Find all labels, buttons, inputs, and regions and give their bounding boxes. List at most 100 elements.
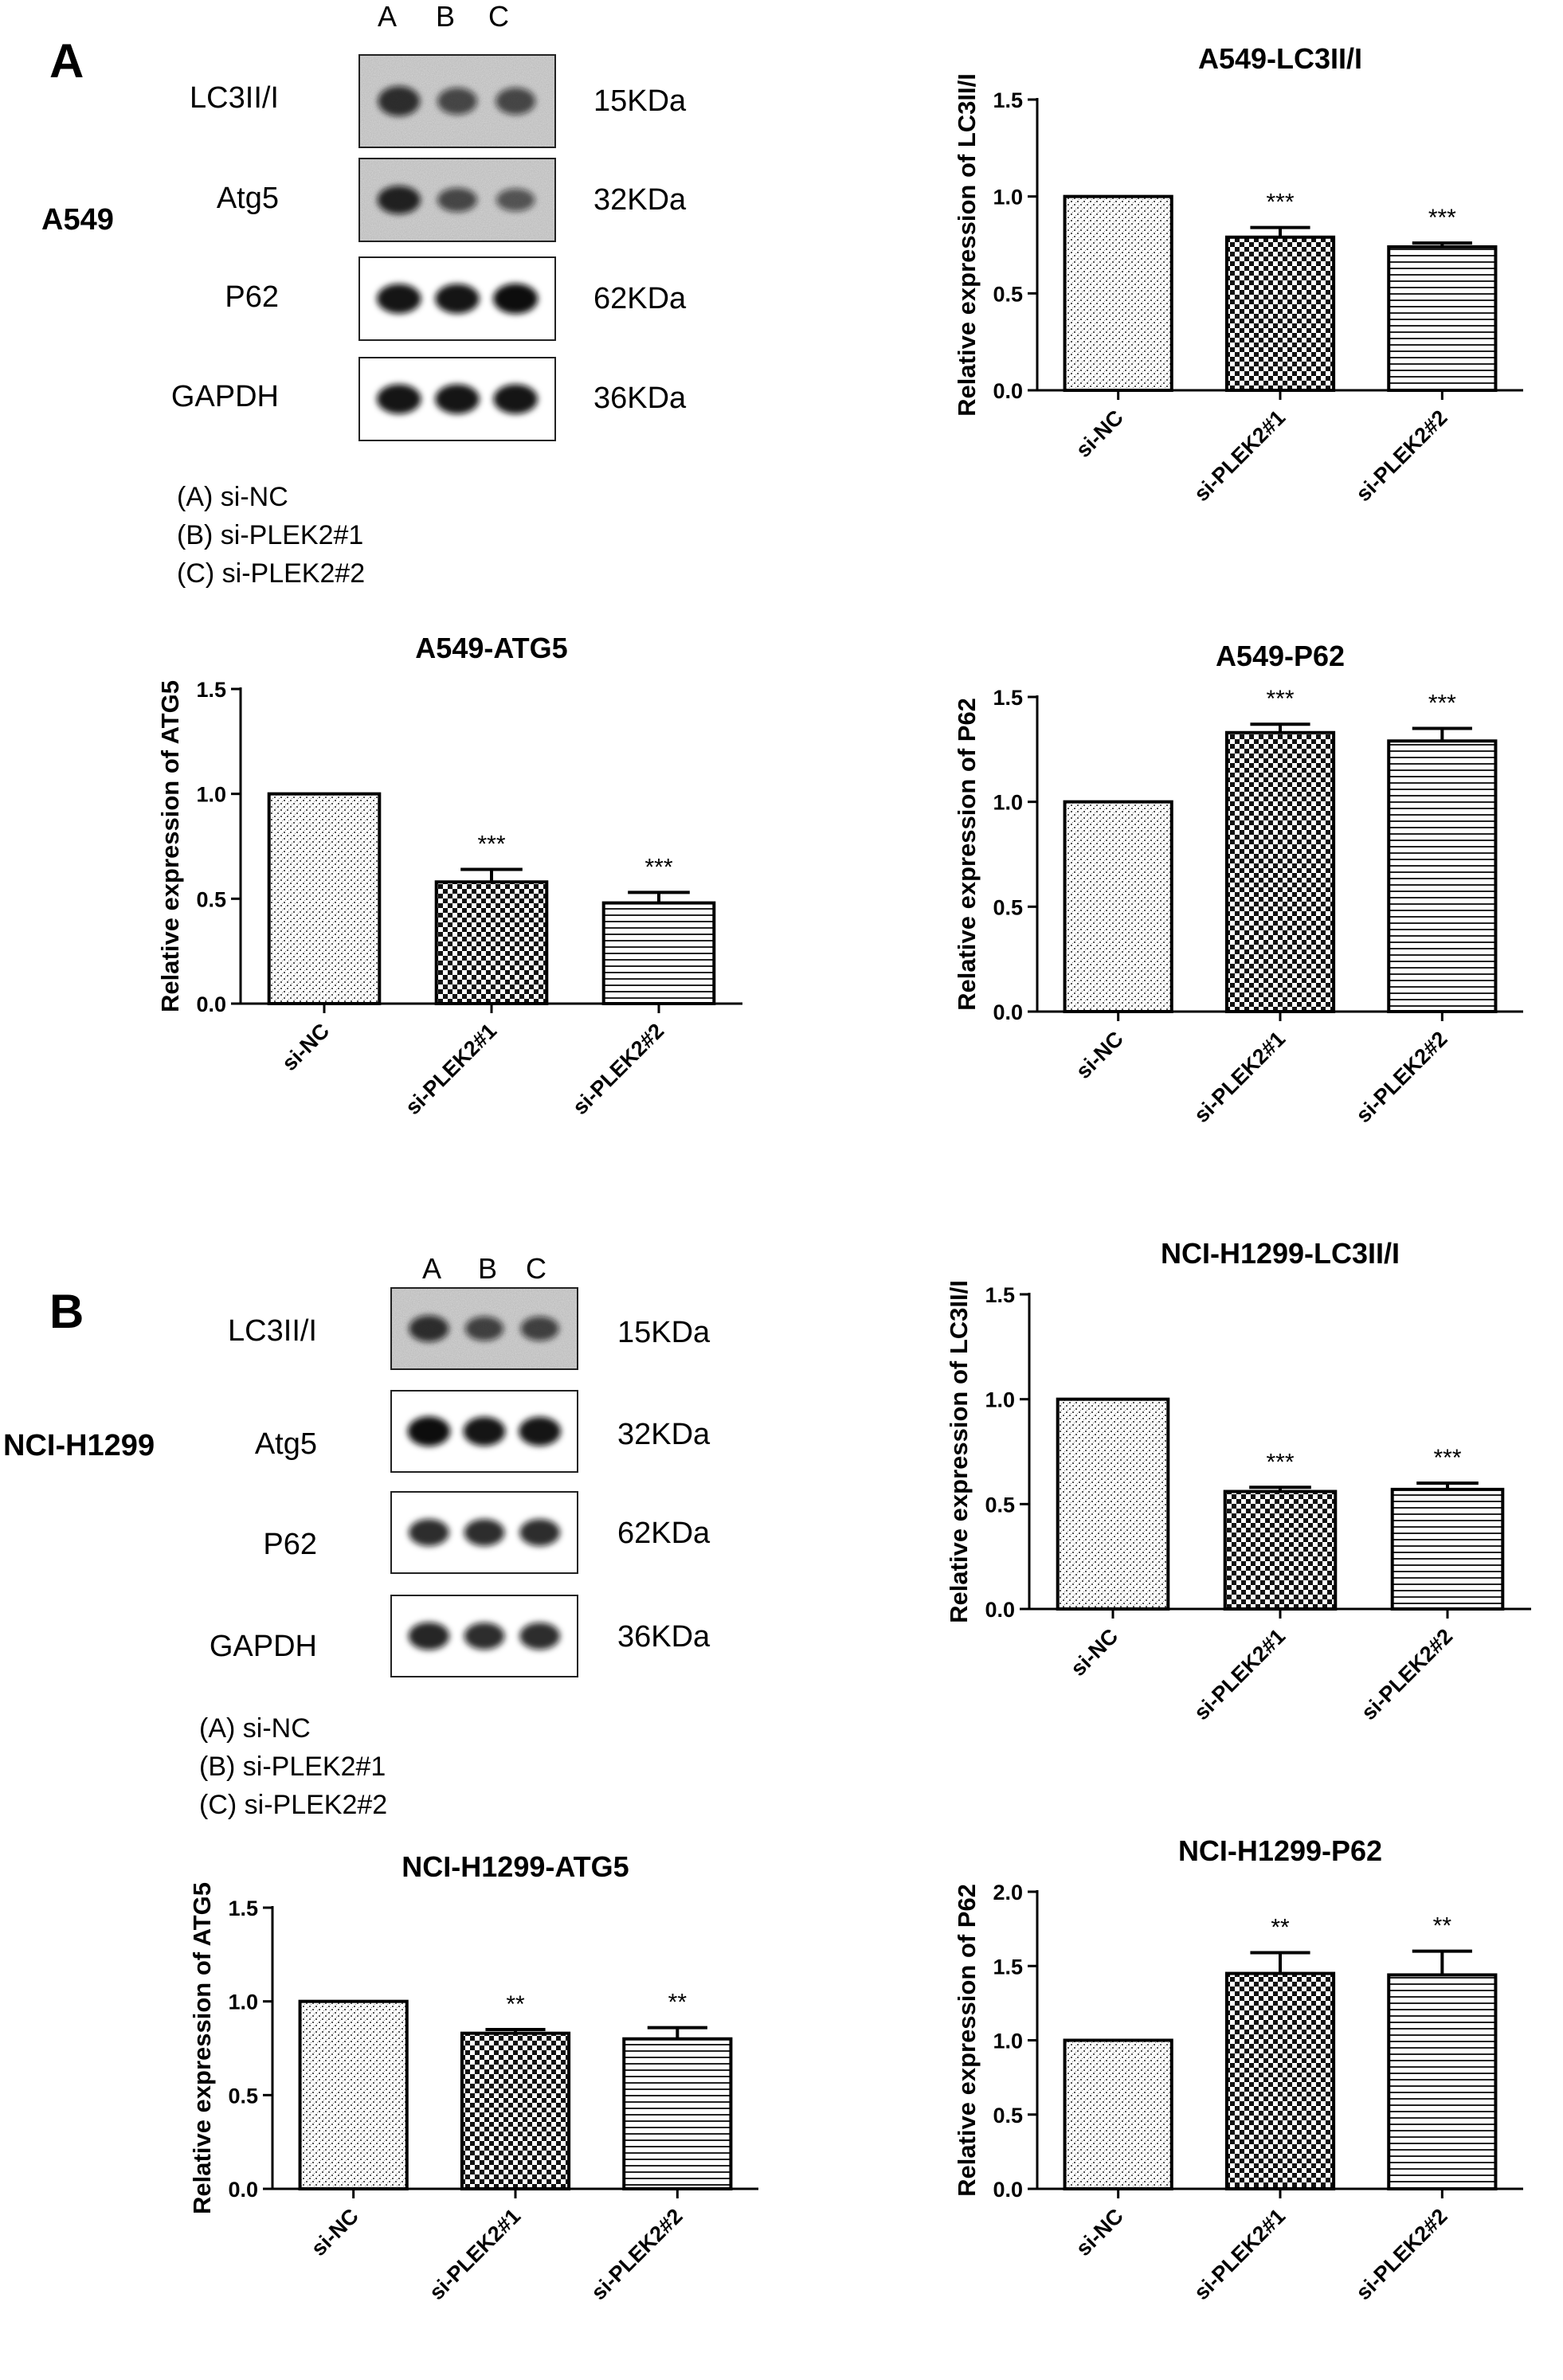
legend-item: (B) si-PLEK2#1	[177, 520, 364, 550]
y-tick-label: 1.0	[196, 783, 226, 807]
chart-title: A549-P62	[1216, 640, 1345, 672]
blot-atg5-a549	[358, 158, 556, 242]
blot-band	[519, 1623, 560, 1650]
lane-label-a: A	[378, 0, 398, 33]
lane-label-c: C	[526, 1252, 546, 1285]
y-tick-label: 0.5	[993, 2104, 1023, 2128]
y-tick-label: 0.5	[985, 1493, 1015, 1517]
y-axis-label: Relative expression of P62	[953, 698, 981, 1011]
x-tick-label: si-PLEK2#2	[1357, 1624, 1457, 1724]
significance-mark: **	[1433, 1913, 1452, 1940]
panel-letter-a: A	[49, 34, 84, 88]
kda-label-atg5: 32KDa	[617, 1418, 711, 1451]
chart-title: NCI-H1299-P62	[1178, 1834, 1382, 1867]
protein-label-p62: P62	[263, 1528, 317, 1561]
y-tick-label: 0.0	[985, 1598, 1015, 1622]
x-tick-label: si-NC	[277, 1019, 334, 1075]
chart-title: A549-ATG5	[415, 632, 567, 664]
x-tick-label: si-PLEK2#2	[568, 1019, 668, 1119]
x-tick-label: si-NC	[1071, 1027, 1128, 1083]
kda-label-gapdh: 36KDa	[617, 1620, 711, 1654]
significance-mark: **	[506, 1991, 525, 2018]
blot-gapdh-a549	[358, 357, 556, 441]
bar-2	[434, 880, 549, 1005]
kda-label-atg5: 32KDa	[593, 183, 687, 217]
blot-band	[377, 186, 421, 214]
y-tick-label: 1.5	[196, 678, 226, 702]
blot-band	[493, 384, 538, 414]
x-tick-label: si-PLEK2#1	[1189, 1027, 1290, 1127]
y-tick-label: 1.0	[228, 1991, 258, 2014]
y-axis-label: Relative expression of LC3II/I	[953, 73, 981, 417]
blot-band	[378, 86, 421, 116]
protein-label-atg5: Atg5	[254, 1427, 317, 1461]
bar-3	[1387, 245, 1498, 392]
x-tick-label: si-NC	[1071, 405, 1128, 462]
lane-legend-a: (A) si-NC (B) si-PLEK2#1 (C) si-PLEK2#2	[177, 478, 365, 593]
significance-mark: ***	[1428, 691, 1456, 717]
blot-band	[435, 384, 480, 414]
bar-1	[267, 792, 382, 1006]
y-tick-label: 1.0	[993, 2030, 1023, 2053]
blot-band	[464, 1519, 505, 1546]
x-tick-label: si-PLEK2#2	[586, 2204, 687, 2304]
blot-band	[435, 284, 480, 314]
blot-band	[464, 1316, 504, 1341]
y-tick-label: 0.5	[993, 895, 1023, 919]
bar-2	[1224, 235, 1336, 392]
y-tick-label: 1.5	[985, 1283, 1015, 1307]
bar-2	[1223, 1489, 1338, 1611]
x-tick-label: si-PLEK2#2	[1351, 405, 1451, 506]
chart-a549-lc3: A549-LC3II/I Relative expression of LC3II…	[953, 42, 1523, 506]
chart-title: NCI-H1299-ATG5	[402, 1850, 629, 1883]
y-tick-label: 1.5	[993, 88, 1023, 112]
bar-1	[1063, 194, 1173, 392]
significance-mark: ***	[1266, 190, 1294, 216]
y-tick-label: 1.5	[993, 1955, 1023, 1979]
blot-band	[519, 1416, 561, 1446]
lane-label-b: B	[478, 1252, 498, 1285]
y-tick-label: 0.0	[993, 379, 1023, 403]
bar-3	[622, 2037, 733, 2190]
y-tick-label: 1.0	[985, 1388, 1015, 1412]
x-tick-label: si-PLEK2#1	[401, 1019, 501, 1119]
y-tick-label: 0.0	[196, 992, 226, 1016]
x-tick-label: si-PLEK2#1	[1189, 405, 1290, 506]
blot-band	[437, 88, 477, 115]
lane-label-c: C	[488, 0, 509, 33]
kda-label-lc3: 15KDa	[593, 84, 687, 118]
y-axis-label: Relative expression of LC3II/I	[945, 1280, 973, 1623]
bar-1	[298, 1999, 409, 2190]
chart-a549-atg5: A549-ATG5 Relative expression of ATG5 0.0 0…	[156, 632, 742, 1119]
x-tick-label: si-PLEK2#1	[1189, 2204, 1290, 2304]
x-tick-label: si-NC	[1066, 1624, 1122, 1681]
y-axis-label: Relative expression of ATG5	[188, 1882, 216, 2214]
panel-letter-b: B	[49, 1285, 84, 1338]
blot-band	[519, 1519, 560, 1546]
significance-mark: ***	[477, 831, 505, 857]
bar-2	[460, 2031, 571, 2190]
y-tick-label: 1.5	[228, 1897, 258, 1920]
significance-mark: ***	[1428, 205, 1456, 231]
bar-2	[1224, 730, 1336, 1013]
bar-3	[601, 901, 716, 1006]
blot-lc3-h1299	[390, 1287, 578, 1370]
blot-band	[520, 1316, 559, 1341]
y-tick-label: 1.0	[993, 791, 1023, 815]
x-tick-label: si-PLEK2#2	[1351, 2204, 1451, 2304]
chart-h1299-p62: NCI-H1299-P62 Relative expression of P62 0…	[953, 1834, 1523, 2304]
y-axis-label: Relative expression of P62	[953, 1884, 981, 2197]
y-tick-label: 2.0	[993, 1881, 1023, 1904]
y-tick-label: 0.5	[993, 282, 1023, 306]
protein-label-lc3: LC3II/I	[190, 81, 279, 115]
significance-mark: ***	[1433, 1445, 1461, 1471]
protein-label-gapdh: GAPDH	[209, 1630, 317, 1663]
blot-lc3-a549	[358, 54, 556, 148]
legend-item: (A) si-NC	[199, 1713, 311, 1744]
kda-label-p62: 62KDa	[593, 282, 687, 315]
bar-1	[1063, 800, 1173, 1014]
significance-mark: ***	[644, 854, 672, 880]
y-tick-label: 0.0	[228, 2178, 258, 2202]
blot-band	[464, 1623, 505, 1650]
y-tick-label: 1.5	[993, 686, 1023, 710]
